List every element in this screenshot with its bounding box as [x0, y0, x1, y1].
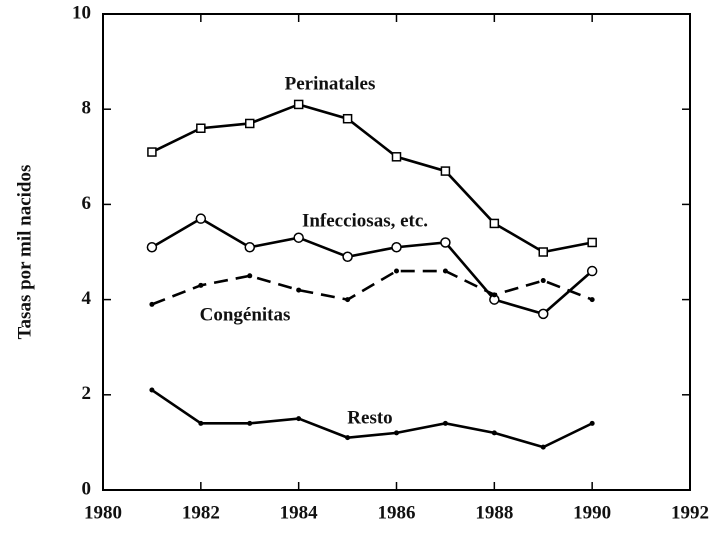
marker — [345, 435, 351, 441]
marker — [198, 282, 204, 288]
y-tick-label: 2 — [82, 383, 92, 404]
y-tick-label: 4 — [82, 288, 92, 309]
marker — [491, 292, 497, 298]
marker — [296, 287, 302, 293]
marker — [589, 297, 595, 303]
marker — [198, 420, 204, 426]
marker — [442, 420, 448, 426]
y-axis-label: Tasas por mil nacidos — [14, 165, 35, 340]
x-tick-label: 1986 — [378, 502, 416, 523]
marker — [538, 247, 548, 257]
x-tick-label: 1988 — [475, 502, 513, 523]
marker — [195, 213, 207, 224]
x-tick-label: 1982 — [182, 502, 220, 523]
series-label: Perinatales — [285, 73, 376, 94]
series-line — [151, 269, 593, 306]
marker — [342, 251, 353, 263]
marker — [247, 420, 253, 426]
marker — [394, 268, 399, 274]
x-tick-label: 1980 — [84, 502, 122, 523]
marker — [196, 123, 206, 133]
marker — [589, 420, 595, 426]
x-tick-label: 1990 — [573, 502, 611, 523]
series-label: Infecciosas, etc. — [302, 210, 428, 231]
y-tick-label: 6 — [82, 193, 92, 214]
marker — [391, 241, 402, 253]
x-tick-label: 1984 — [280, 502, 319, 523]
marker — [586, 265, 598, 277]
marker — [149, 301, 155, 307]
series-line — [151, 217, 594, 316]
marker — [244, 241, 255, 253]
series-label: Resto — [347, 407, 392, 428]
marker — [149, 387, 155, 393]
marker — [440, 237, 451, 248]
marker — [540, 444, 546, 450]
marker — [391, 152, 402, 162]
marker — [147, 147, 157, 157]
series-line — [151, 103, 593, 254]
y-tick-label: 8 — [82, 98, 92, 119]
marker — [440, 166, 451, 176]
y-tick-label: 0 — [82, 478, 92, 499]
marker — [296, 416, 302, 422]
marker — [394, 430, 399, 436]
series-label: Congénitas — [200, 304, 291, 325]
marker — [540, 278, 546, 284]
marker — [442, 268, 448, 274]
marker — [489, 218, 500, 229]
marker — [342, 113, 353, 124]
marker — [293, 99, 304, 110]
marker — [491, 430, 497, 436]
marker — [247, 273, 253, 279]
marker — [587, 237, 597, 248]
marker — [538, 308, 549, 320]
marker — [345, 297, 351, 303]
series-line — [151, 388, 593, 449]
marker — [245, 118, 255, 129]
x-tick-label: 1992 — [671, 502, 709, 523]
marker — [146, 241, 158, 253]
marker — [293, 232, 304, 243]
y-tick-label: 10 — [72, 2, 91, 23]
